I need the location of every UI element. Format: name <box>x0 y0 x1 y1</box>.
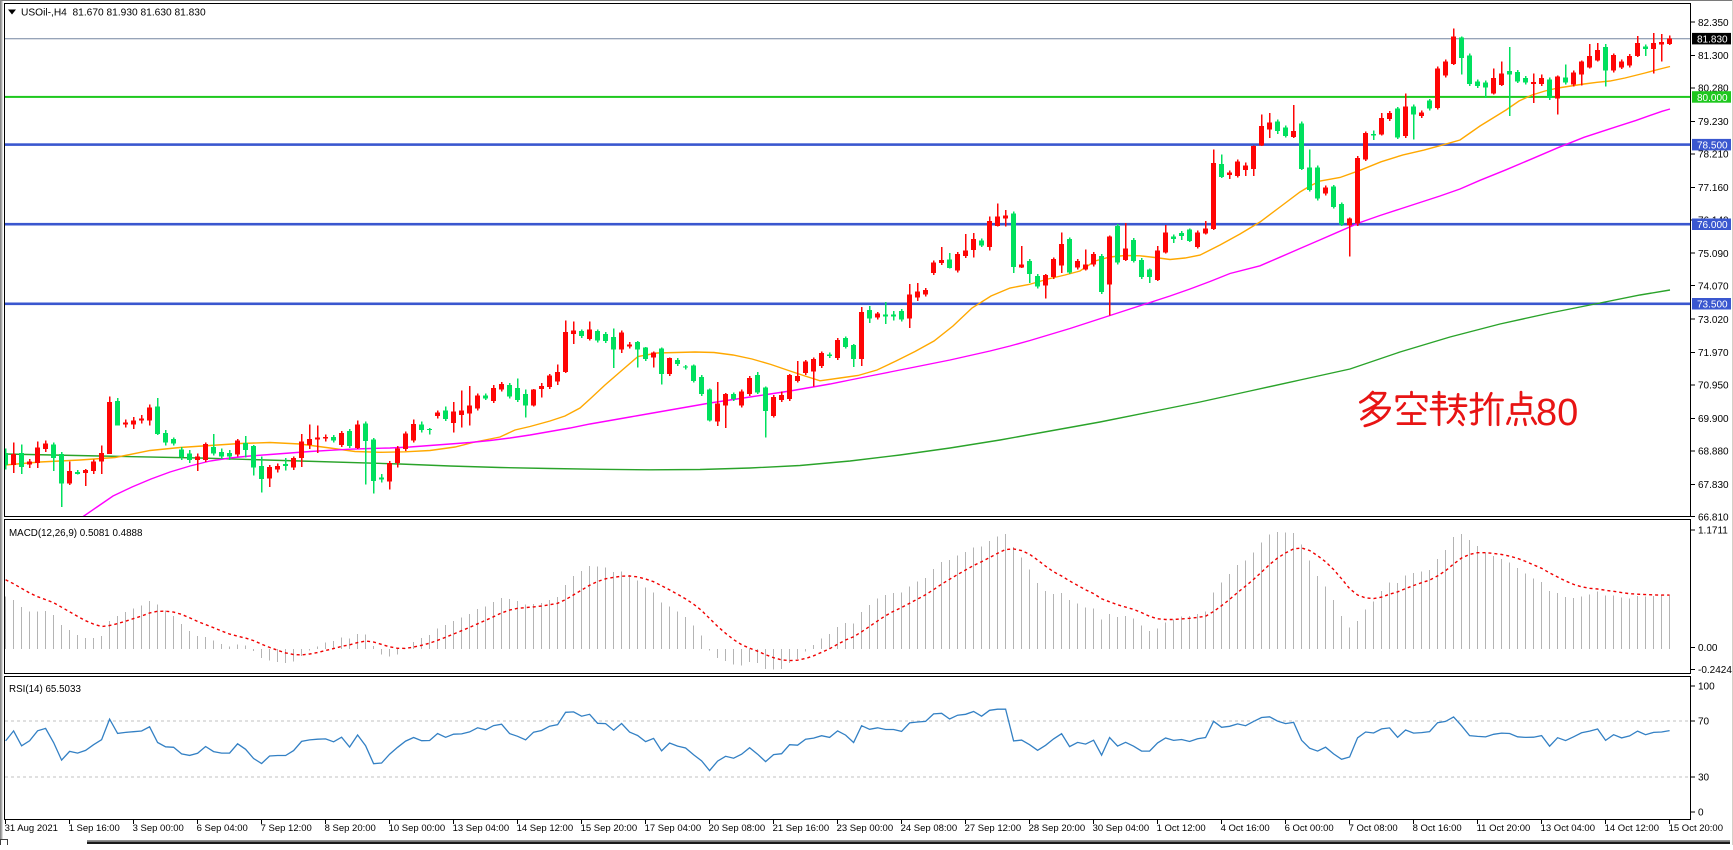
svg-text:80.280: 80.280 <box>1698 84 1729 95</box>
svg-text:79.230: 79.230 <box>1698 117 1729 128</box>
svg-text:14 Sep 12:00: 14 Sep 12:00 <box>517 823 574 834</box>
svg-text:21 Sep 16:00: 21 Sep 16:00 <box>773 823 830 834</box>
svg-text:4 Oct 16:00: 4 Oct 16:00 <box>1221 823 1270 834</box>
svg-text:80: 80 <box>1536 392 1578 434</box>
svg-text:81.300: 81.300 <box>1698 51 1729 62</box>
svg-text:66.810: 66.810 <box>1698 512 1729 523</box>
svg-text:82.350: 82.350 <box>1698 18 1729 29</box>
svg-text:20 Sep 08:00: 20 Sep 08:00 <box>709 823 766 834</box>
svg-text:17 Sep 04:00: 17 Sep 04:00 <box>645 823 702 834</box>
svg-text:14 Oct 12:00: 14 Oct 12:00 <box>1605 823 1659 834</box>
svg-text:15 Oct 20:00: 15 Oct 20:00 <box>1669 823 1723 834</box>
svg-text:30: 30 <box>1698 773 1710 784</box>
svg-text:10 Sep 00:00: 10 Sep 00:00 <box>389 823 446 834</box>
svg-text:0: 0 <box>1698 808 1704 819</box>
svg-text:6 Sep 04:00: 6 Sep 04:00 <box>197 823 248 834</box>
svg-text:81.830: 81.830 <box>1697 35 1728 46</box>
svg-text:100: 100 <box>1698 682 1715 693</box>
svg-text:71.970: 71.970 <box>1698 348 1729 359</box>
svg-text:74.070: 74.070 <box>1698 281 1729 292</box>
svg-text:28 Sep 20:00: 28 Sep 20:00 <box>1029 823 1086 834</box>
svg-text:78.500: 78.500 <box>1697 141 1728 152</box>
svg-text:23 Sep 00:00: 23 Sep 00:00 <box>837 823 894 834</box>
svg-text:70: 70 <box>1698 717 1710 728</box>
svg-text:0.00: 0.00 <box>1698 643 1718 654</box>
svg-text:68.880: 68.880 <box>1698 447 1729 458</box>
svg-text:27 Sep 12:00: 27 Sep 12:00 <box>965 823 1022 834</box>
svg-text:RSI(14) 65.5033: RSI(14) 65.5033 <box>9 684 81 695</box>
svg-text:73.020: 73.020 <box>1698 315 1729 326</box>
svg-text:80.000: 80.000 <box>1697 93 1728 104</box>
svg-text:7 Sep 12:00: 7 Sep 12:00 <box>261 823 312 834</box>
svg-text:11 Oct 20:00: 11 Oct 20:00 <box>1477 823 1531 834</box>
svg-text:13 Sep 04:00: 13 Sep 04:00 <box>453 823 510 834</box>
svg-text:8 Sep 20:00: 8 Sep 20:00 <box>325 823 376 834</box>
svg-text:76.000: 76.000 <box>1697 220 1728 231</box>
svg-text:1 Sep 16:00: 1 Sep 16:00 <box>69 823 120 834</box>
svg-text:73.500: 73.500 <box>1697 300 1728 311</box>
svg-text:13 Oct 04:00: 13 Oct 04:00 <box>1541 823 1595 834</box>
svg-text:1 Oct 12:00: 1 Oct 12:00 <box>1157 823 1206 834</box>
svg-text:1.1711: 1.1711 <box>1698 526 1728 537</box>
svg-text:6 Oct 00:00: 6 Oct 00:00 <box>1285 823 1334 834</box>
svg-text:3 Sep 00:00: 3 Sep 00:00 <box>133 823 184 834</box>
svg-text:-0.2424: -0.2424 <box>1698 665 1732 676</box>
svg-text:78.210: 78.210 <box>1698 150 1729 161</box>
svg-text:77.160: 77.160 <box>1698 183 1729 194</box>
svg-text:15 Sep 20:00: 15 Sep 20:00 <box>581 823 638 834</box>
svg-text:67.830: 67.830 <box>1698 480 1729 491</box>
svg-text:75.090: 75.090 <box>1698 249 1729 260</box>
svg-text:MACD(12,26,9) 0.5081 0.4888: MACD(12,26,9) 0.5081 0.4888 <box>9 528 143 539</box>
svg-text:30 Sep 04:00: 30 Sep 04:00 <box>1093 823 1150 834</box>
svg-text:24 Sep 08:00: 24 Sep 08:00 <box>901 823 958 834</box>
svg-text:7 Oct 08:00: 7 Oct 08:00 <box>1349 823 1398 834</box>
svg-text:69.900: 69.900 <box>1698 414 1729 425</box>
svg-text:31 Aug 2021: 31 Aug 2021 <box>5 823 58 834</box>
svg-text:USOil-,H4 81.670 81.930 81.63: USOil-,H4 81.670 81.930 81.630 81.830 <box>21 8 206 19</box>
svg-text:8 Oct 16:00: 8 Oct 16:00 <box>1413 823 1462 834</box>
svg-text:70.950: 70.950 <box>1698 381 1729 392</box>
